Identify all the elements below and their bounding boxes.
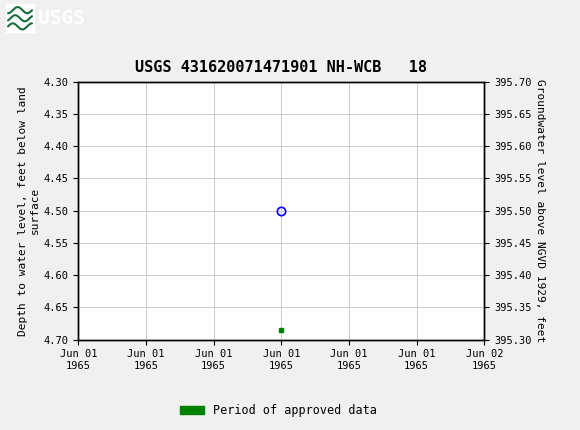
Text: USGS: USGS <box>38 9 85 28</box>
Title: USGS 431620071471901 NH-WCB   18: USGS 431620071471901 NH-WCB 18 <box>135 60 427 75</box>
Bar <box>6 4 34 33</box>
Legend: Period of approved data: Period of approved data <box>175 399 382 422</box>
Y-axis label: Depth to water level, feet below land
surface: Depth to water level, feet below land su… <box>18 86 39 335</box>
Y-axis label: Groundwater level above NGVD 1929, feet: Groundwater level above NGVD 1929, feet <box>535 79 545 342</box>
